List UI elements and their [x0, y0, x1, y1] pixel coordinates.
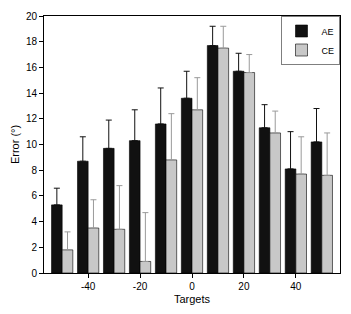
svg-text:CE: CE — [322, 46, 335, 56]
svg-text:14: 14 — [26, 88, 38, 99]
svg-text:4: 4 — [31, 216, 37, 227]
svg-text:AE: AE — [322, 27, 334, 37]
svg-text:18: 18 — [26, 36, 38, 47]
svg-text:20: 20 — [238, 281, 250, 292]
svg-text:0: 0 — [31, 268, 37, 279]
svg-text:-20: -20 — [133, 281, 148, 292]
svg-text:12: 12 — [26, 113, 38, 124]
svg-text:-40: -40 — [81, 281, 96, 292]
svg-text:2: 2 — [31, 242, 37, 253]
svg-text:40: 40 — [290, 281, 302, 292]
svg-text:20: 20 — [26, 11, 38, 22]
svg-text:16: 16 — [26, 62, 38, 73]
svg-text:8: 8 — [31, 165, 37, 176]
svg-text:Targets: Targets — [174, 293, 211, 305]
svg-text:10: 10 — [26, 139, 38, 150]
svg-text:Error (°): Error (°) — [9, 125, 21, 164]
svg-text:0: 0 — [189, 281, 195, 292]
svg-text:6: 6 — [31, 190, 37, 201]
